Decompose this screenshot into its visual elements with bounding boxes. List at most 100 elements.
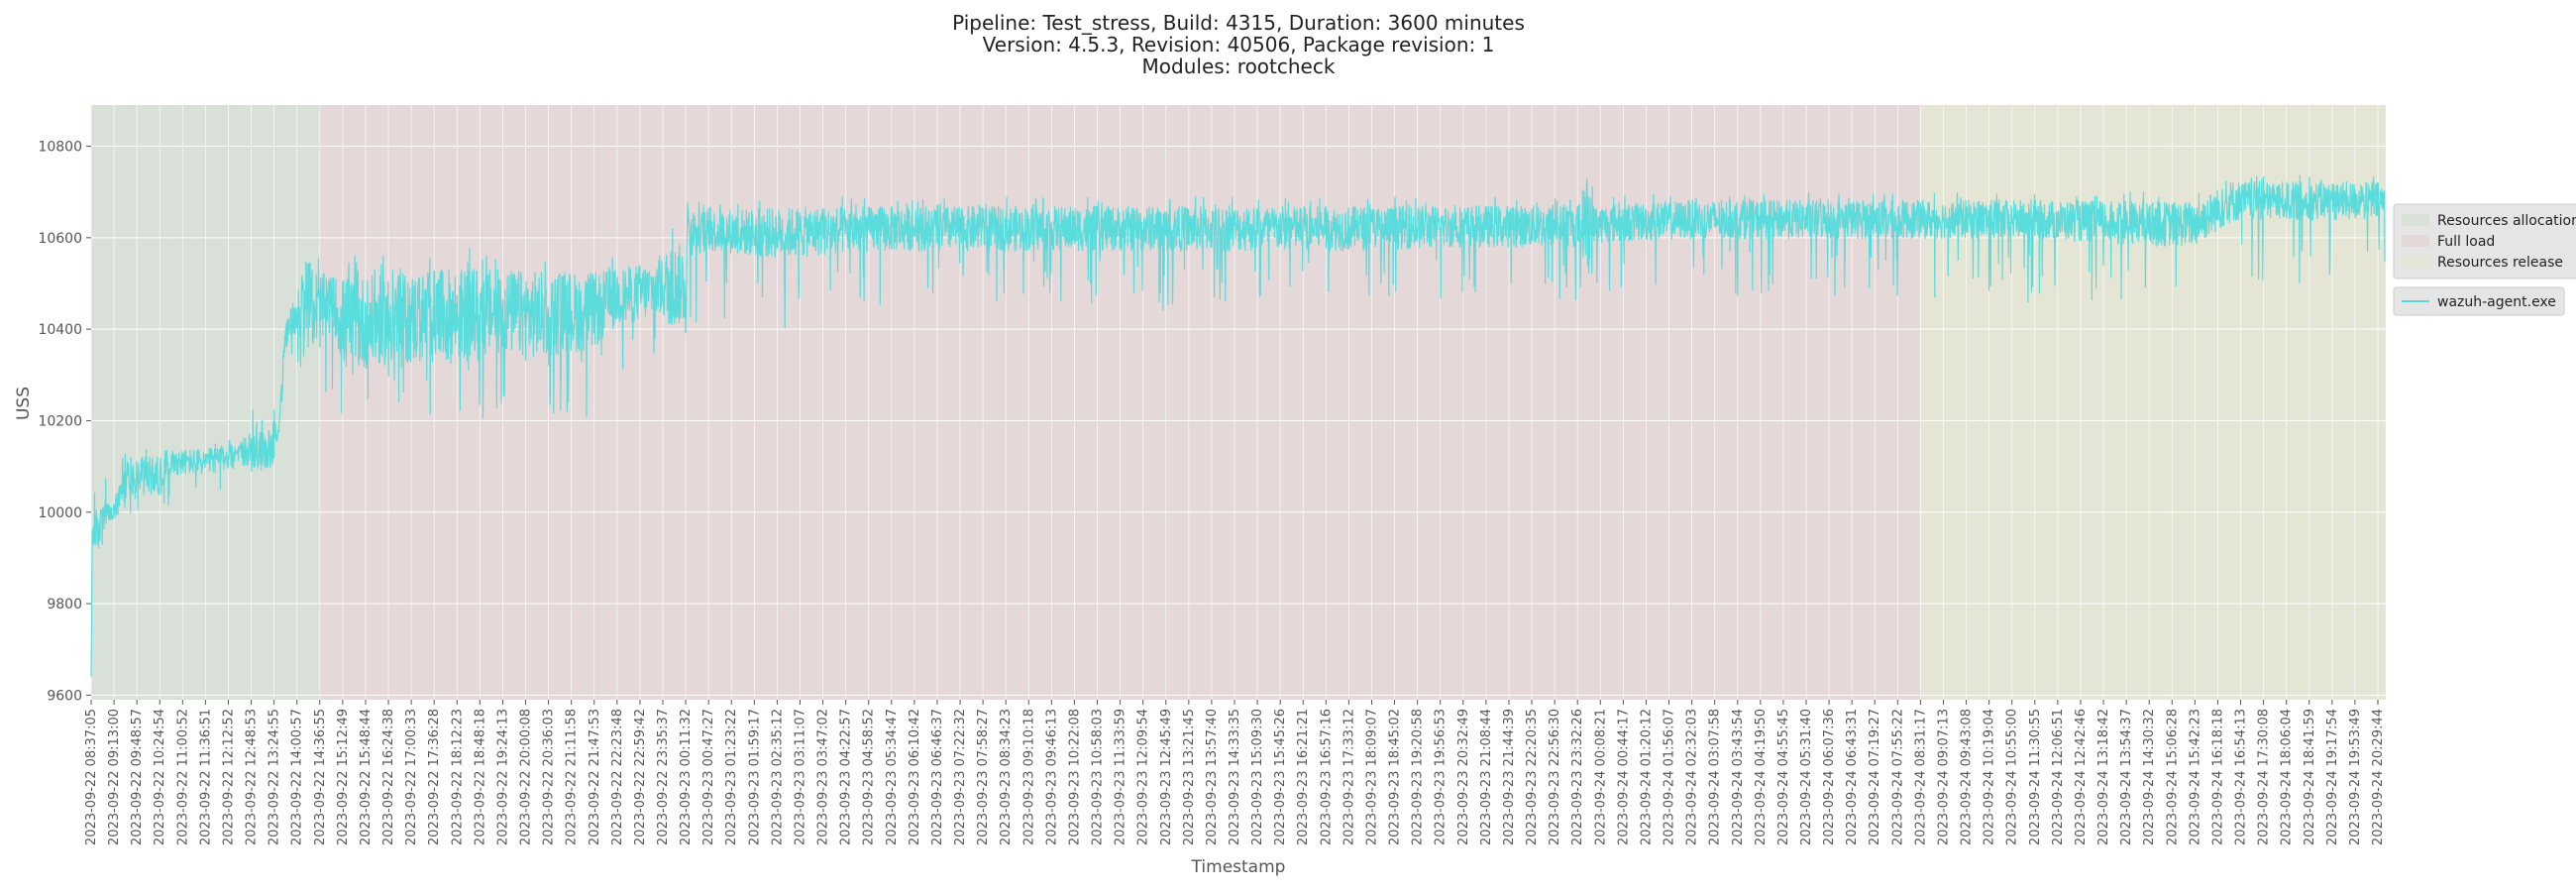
x-tick-label-4: 2023-09-22 11:00:52 xyxy=(175,709,190,845)
x-tick-label-85: 2023-09-24 11:30:55 xyxy=(2028,709,2043,845)
x-tick-label-55: 2023-09-23 17:33:12 xyxy=(1342,709,1356,845)
x-tick-label-17: 2023-09-22 18:48:18 xyxy=(473,709,487,845)
x-tick-label-96: 2023-09-24 18:06:04 xyxy=(2280,709,2295,845)
x-tick-label-74: 2023-09-24 04:55:45 xyxy=(1776,709,1791,845)
x-tick-label-52: 2023-09-23 15:45:26 xyxy=(1273,709,1288,845)
x-tick-label-91: 2023-09-24 15:06:28 xyxy=(2165,709,2180,845)
x-tick-label-75: 2023-09-24 05:31:40 xyxy=(1799,709,1814,845)
x-tick-label-97: 2023-09-24 18:41:59 xyxy=(2303,709,2317,845)
y-axis-ticks: 9600 9800 10000 10200 10400 10600 10800 xyxy=(38,140,91,704)
x-tick-label-93: 2023-09-24 16:18:18 xyxy=(2210,709,2225,845)
x-tick-label-1: 2023-09-22 09:13:00 xyxy=(107,709,122,845)
x-tick-label-48: 2023-09-23 13:21:45 xyxy=(1182,709,1197,845)
y-tick-label-1: 9800 xyxy=(47,597,82,613)
y-tick-label-2: 10000 xyxy=(38,505,82,521)
x-tick-label-29: 2023-09-23 01:59:17 xyxy=(747,709,762,845)
x-tick-label-49: 2023-09-23 13:57:40 xyxy=(1205,709,1220,845)
y-tick-label-5: 10600 xyxy=(38,231,82,247)
x-tick-label-37: 2023-09-23 06:46:37 xyxy=(930,709,945,845)
legend: Resources allocation Full load Resources r… xyxy=(2393,203,2576,316)
x-tick-label-47: 2023-09-23 12:45:49 xyxy=(1159,709,1174,845)
x-tick-label-65: 2023-09-23 23:32:26 xyxy=(1570,709,1585,845)
y-tick-label-0: 9600 xyxy=(47,688,82,704)
x-tick-label-81: 2023-09-24 09:07:13 xyxy=(1936,709,1951,845)
x-tick-label-66: 2023-09-24 00:08:21 xyxy=(1593,709,1608,845)
phase-legend-label-1: Full load xyxy=(2437,234,2495,250)
y-tick-label-4: 10400 xyxy=(38,322,82,338)
x-tick-label-51: 2023-09-23 15:09:30 xyxy=(1250,709,1265,845)
x-tick-label-31: 2023-09-23 03:11:07 xyxy=(793,709,807,845)
x-tick-label-77: 2023-09-24 06:43:31 xyxy=(1845,709,1860,845)
x-tick-label-53: 2023-09-23 16:21:21 xyxy=(1296,709,1311,845)
x-tick-label-33: 2023-09-23 04:22:57 xyxy=(839,709,854,845)
x-tick-label-11: 2023-09-22 15:12:49 xyxy=(336,709,351,845)
x-tick-label-0: 2023-09-22 08:37:05 xyxy=(84,709,99,845)
x-tick-label-30: 2023-09-23 02:35:12 xyxy=(770,709,785,845)
x-tick-label-22: 2023-09-22 21:47:53 xyxy=(588,709,602,845)
x-tick-label-95: 2023-09-24 17:30:08 xyxy=(2257,709,2272,845)
x-tick-label-73: 2023-09-24 04:19:50 xyxy=(1754,709,1769,845)
y-tick-label-3: 10200 xyxy=(38,413,82,429)
x-tick-label-16: 2023-09-22 18:12:23 xyxy=(450,709,465,845)
phase-legend-swatch-2 xyxy=(2402,256,2429,268)
y-tick-label-6: 10800 xyxy=(38,140,82,156)
x-tick-label-92: 2023-09-24 15:42:23 xyxy=(2188,709,2202,845)
x-tick-label-54: 2023-09-23 16:57:16 xyxy=(1319,709,1334,845)
x-tick-label-26: 2023-09-23 00:11:32 xyxy=(679,709,694,845)
x-tick-label-94: 2023-09-24 16:54:13 xyxy=(2234,709,2249,845)
x-tick-label-18: 2023-09-22 19:24:13 xyxy=(495,709,510,845)
x-tick-label-3: 2023-09-22 10:24:54 xyxy=(153,709,167,845)
x-tick-label-2: 2023-09-22 09:48:57 xyxy=(130,709,145,845)
chart-title-line-2: Version: 4.5.3, Revision: 40506, Package… xyxy=(983,33,1495,56)
x-tick-label-44: 2023-09-23 10:58:03 xyxy=(1091,709,1106,845)
x-tick-label-64: 2023-09-23 22:56:30 xyxy=(1548,709,1562,845)
x-tick-label-76: 2023-09-24 06:07:36 xyxy=(1822,709,1837,845)
x-tick-label-40: 2023-09-23 08:34:23 xyxy=(999,709,1014,845)
x-tick-label-21: 2023-09-22 21:11:58 xyxy=(565,709,580,845)
x-tick-label-70: 2023-09-24 02:32:03 xyxy=(1685,709,1700,845)
x-tick-label-43: 2023-09-23 10:22:08 xyxy=(1067,709,1082,845)
x-tick-label-6: 2023-09-22 12:12:52 xyxy=(221,709,236,845)
x-tick-label-58: 2023-09-23 19:20:58 xyxy=(1411,709,1426,845)
x-tick-label-57: 2023-09-23 18:45:02 xyxy=(1388,709,1403,845)
x-tick-label-84: 2023-09-24 10:55:00 xyxy=(2005,709,2020,845)
x-tick-label-23: 2023-09-22 22:23:48 xyxy=(610,709,625,845)
x-tick-label-10: 2023-09-22 14:36:55 xyxy=(313,709,328,845)
x-tick-label-19: 2023-09-22 20:00:08 xyxy=(519,709,534,845)
x-tick-label-35: 2023-09-23 05:34:47 xyxy=(885,709,900,845)
x-tick-label-90: 2023-09-24 14:30:32 xyxy=(2142,709,2157,845)
x-tick-label-42: 2023-09-23 09:46:13 xyxy=(1044,709,1059,845)
x-tick-label-67: 2023-09-24 00:44:17 xyxy=(1616,709,1631,845)
phase-legend-box xyxy=(2393,203,2576,279)
x-tick-label-63: 2023-09-23 22:20:35 xyxy=(1525,709,1540,845)
x-tick-label-50: 2023-09-23 14:33:35 xyxy=(1228,709,1242,845)
x-tick-label-100: 2023-09-24 20:29:44 xyxy=(2371,709,2386,845)
x-tick-label-59: 2023-09-23 19:56:53 xyxy=(1434,709,1449,845)
x-tick-label-9: 2023-09-22 14:00:57 xyxy=(290,709,305,845)
x-tick-label-28: 2023-09-23 01:23:22 xyxy=(724,709,739,845)
x-tick-label-69: 2023-09-24 01:56:07 xyxy=(1663,709,1677,845)
x-tick-label-79: 2023-09-24 07:55:22 xyxy=(1890,709,1905,845)
x-tick-label-60: 2023-09-23 20:32:49 xyxy=(1456,709,1471,845)
x-tick-label-12: 2023-09-22 15:48:44 xyxy=(359,709,374,845)
phase-legend-label-2: Resources release xyxy=(2437,255,2563,271)
series-legend-label-0: wazuh-agent.exe xyxy=(2437,294,2556,310)
x-tick-label-38: 2023-09-23 07:22:32 xyxy=(953,709,968,845)
series-line-0 xyxy=(90,174,2386,677)
x-tick-label-82: 2023-09-24 09:43:08 xyxy=(1960,709,1975,845)
phase-legend-swatch-1 xyxy=(2402,235,2429,247)
x-tick-label-13: 2023-09-22 16:24:38 xyxy=(381,709,396,845)
x-tick-label-80: 2023-09-24 08:31:17 xyxy=(1913,709,1928,845)
y-axis-label: USS xyxy=(14,387,34,420)
x-tick-label-32: 2023-09-23 03:47:02 xyxy=(816,709,831,845)
series-layer xyxy=(90,174,2386,677)
x-tick-label-45: 2023-09-23 11:33:59 xyxy=(1114,709,1128,845)
x-tick-label-36: 2023-09-23 06:10:42 xyxy=(908,709,922,845)
x-axis-label: Timestamp xyxy=(1191,857,1286,877)
chart-title-line-1: Pipeline: Test_stress, Build: 4315, Dura… xyxy=(952,11,1525,35)
x-tick-label-99: 2023-09-24 19:53:49 xyxy=(2348,709,2363,845)
x-tick-label-46: 2023-09-23 12:09:54 xyxy=(1136,709,1151,845)
x-tick-label-89: 2023-09-24 13:54:37 xyxy=(2119,709,2134,845)
x-tick-label-14: 2023-09-22 17:00:33 xyxy=(404,709,419,845)
x-tick-label-86: 2023-09-24 12:06:51 xyxy=(2051,709,2066,845)
